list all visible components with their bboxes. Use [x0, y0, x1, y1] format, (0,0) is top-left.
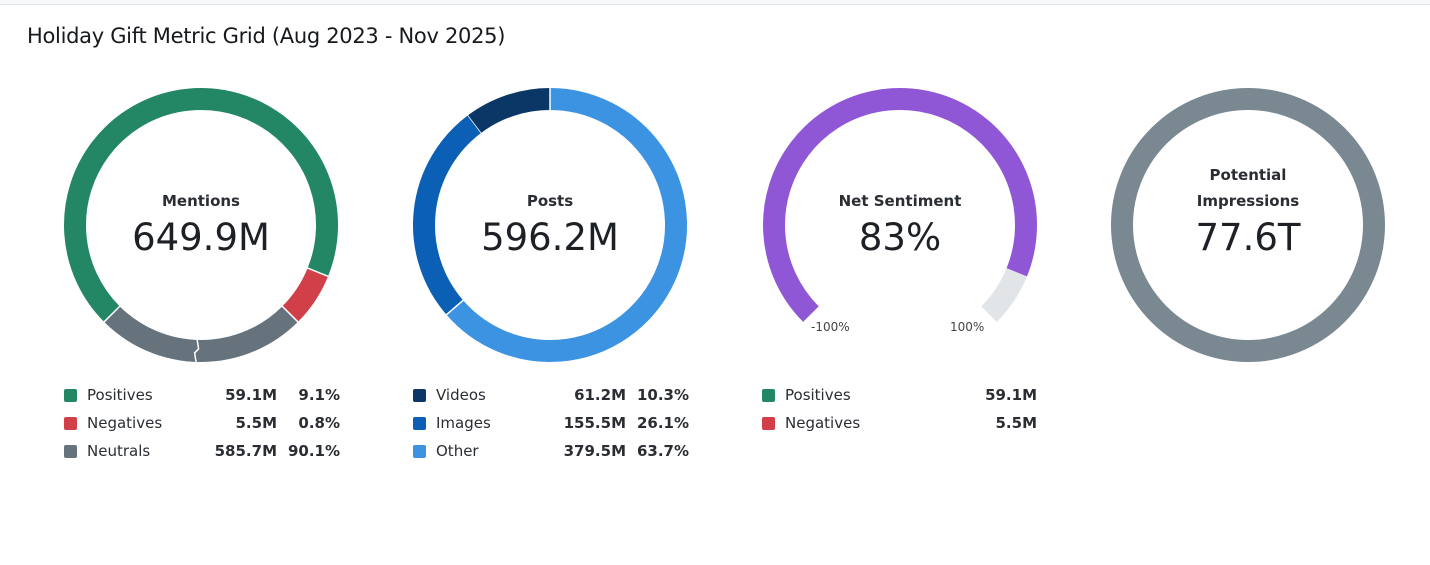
posts-legend: Videos 61.2M 10.3% Images 155.5M 26.1% Other…	[413, 381, 689, 465]
slice-other[interactable]	[446, 88, 687, 362]
swatch	[762, 389, 775, 402]
legend-item-neutrals[interactable]: Neutrals 585.7M 90.1%	[64, 437, 340, 465]
slice-positives[interactable]	[64, 88, 338, 322]
slice-separator	[445, 299, 465, 316]
legend-value: 59.1M	[225, 386, 277, 404]
swatch	[413, 417, 426, 430]
swatch	[64, 389, 77, 402]
slice-videos[interactable]	[467, 88, 551, 134]
swatch	[64, 417, 77, 430]
legend-item-images[interactable]: Images 155.5M 26.1%	[413, 409, 689, 437]
legend-value: 379.5M	[563, 442, 626, 460]
slice-separator	[306, 267, 330, 278]
impressions-label-line2: Impressions	[1196, 192, 1300, 210]
legend-percent: 63.7%	[636, 442, 689, 460]
legend-item-videos[interactable]: Videos 61.2M 10.3%	[413, 381, 689, 409]
top-border	[0, 0, 1430, 5]
impressions-total: 77.6T	[1195, 216, 1301, 259]
axis-break-marker	[193, 338, 200, 364]
net-sentiment-value: 83%	[858, 216, 942, 259]
slice-neutrals[interactable]	[104, 306, 298, 362]
legend-value: 5.5M	[235, 414, 278, 432]
legend-label: Other	[436, 442, 479, 460]
legend-value: 61.2M	[574, 386, 626, 404]
legend-percent: 26.1%	[636, 414, 689, 432]
slice-images[interactable]	[413, 115, 481, 315]
impressions-label: Potential Impressions	[1148, 162, 1348, 214]
legend-percent: 90.1%	[287, 442, 340, 460]
swatch	[762, 417, 775, 430]
legend-item-positives[interactable]: Positives 59.1M 9.1%	[64, 381, 340, 409]
legend-percent: 9.1%	[298, 386, 340, 404]
legend-label: Neutrals	[87, 442, 151, 460]
legend-value: 5.5M	[995, 414, 1038, 432]
impressions-ring[interactable]	[1111, 88, 1385, 362]
legend-percent: 0.8%	[298, 414, 340, 432]
page-title: Holiday Gift Metric Grid (Aug 2023 - Nov…	[27, 24, 506, 48]
swatch	[413, 389, 426, 402]
swatch	[413, 445, 426, 458]
mentions-total: 649.9M	[132, 216, 270, 259]
swatch	[64, 445, 77, 458]
mentions-legend: Positives 59.1M 9.1% Negatives 5.5M 0.8% Neu…	[64, 381, 340, 465]
impressions-label-line1: Potential	[1209, 166, 1287, 184]
posts-label: Posts	[526, 192, 574, 210]
gauge-track[interactable]	[981, 267, 1027, 322]
slice-negatives[interactable]	[282, 267, 329, 322]
legend-label: Positives	[785, 386, 851, 404]
legend-item-negatives[interactable]: Negatives 5.5M	[762, 409, 1037, 437]
legend-item-positives[interactable]: Positives 59.1M	[762, 381, 1037, 409]
legend-item-negatives[interactable]: Negatives 5.5M 0.8%	[64, 409, 340, 437]
net-sentiment-label: Net Sentiment	[838, 192, 962, 210]
sentiment-legend: Positives 59.1M Negatives 5.5M	[762, 381, 1037, 437]
legend-label: Videos	[436, 386, 486, 404]
legend-label: Positives	[87, 386, 153, 404]
gauge-max-label: 100%	[950, 320, 985, 334]
legend-label: Negatives	[87, 414, 163, 432]
slice-separator	[281, 305, 300, 324]
posts-total: 596.2M	[481, 216, 619, 259]
mentions-label: Mentions	[161, 192, 240, 210]
legend-item-other[interactable]: Other 379.5M 63.7%	[413, 437, 689, 465]
gauge-min-label: -100%	[811, 320, 850, 334]
legend-value: 59.1M	[985, 386, 1037, 404]
legend-label: Negatives	[785, 414, 861, 432]
legend-value: 155.5M	[563, 414, 626, 432]
legend-label: Images	[436, 414, 491, 432]
slice-separator	[102, 305, 121, 324]
gauge-fill[interactable]	[763, 88, 1037, 322]
legend-percent: 10.3%	[636, 386, 689, 404]
legend-value: 585.7M	[214, 442, 277, 460]
